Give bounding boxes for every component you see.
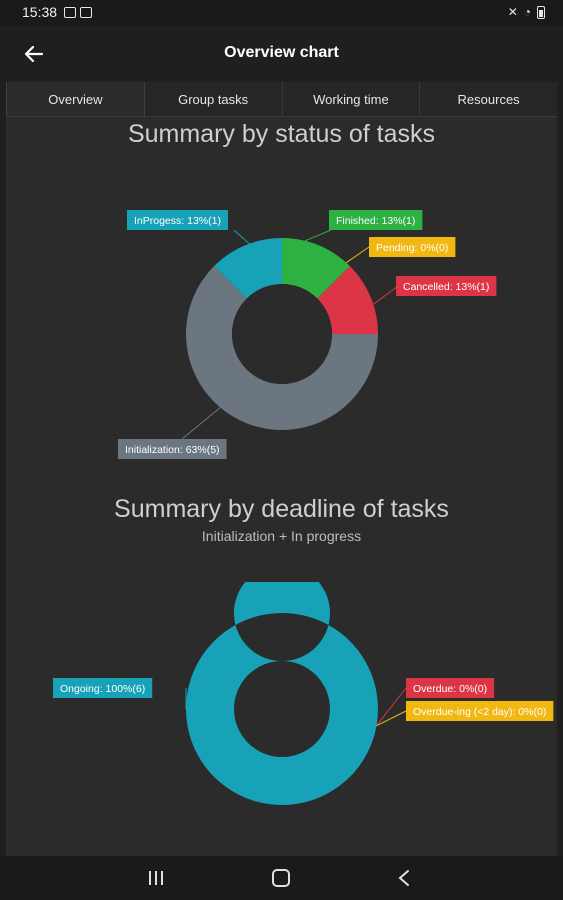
system-icons: ✕ ◔ — [508, 5, 545, 19]
wifi-icon: ◔ — [523, 5, 531, 19]
battery-icon — [537, 5, 545, 19]
status-donut-chart: Finished: 13%(1) Pending: 0%(0) Cancelled:… — [118, 210, 497, 459]
mute-icon: ✕ — [507, 5, 518, 19]
home-icon[interactable] — [270, 866, 292, 890]
tab-overview[interactable]: Overview — [6, 82, 145, 116]
status-chart-title: Summary by status of tasks — [127, 120, 436, 148]
slice-label: Finished: 13%(1) — [329, 210, 423, 230]
svg-text:Finished: 13%(1): Finished: 13%(1) — [336, 215, 415, 227]
donut-hole — [234, 661, 330, 757]
leader-line — [305, 229, 332, 242]
image-icon — [64, 7, 76, 18]
status-time: 15:38 — [22, 4, 58, 20]
donut-slice — [317, 266, 378, 334]
donut-hole — [232, 284, 332, 384]
tab-working-time[interactable]: Working time — [282, 82, 421, 116]
svg-text:InProgess: 13%(1): InProgess: 13%(1) — [134, 215, 221, 227]
slice-label: Initialization: 63%(5) — [118, 439, 227, 459]
leader-line — [373, 285, 399, 305]
leader-line — [345, 246, 370, 264]
donut-slice — [282, 238, 350, 299]
leader-line — [376, 710, 407, 727]
page-title: Overview chart — [224, 44, 339, 61]
notification-icons — [64, 7, 92, 18]
app-notification-icon — [80, 7, 92, 18]
tab-bar: Overview Group tasks Working time Resour… — [6, 82, 557, 117]
slice-label: Cancelled: 13%(1) — [396, 276, 497, 296]
tab-resources[interactable]: Resources — [420, 82, 557, 116]
status-bar: 15:38 ✕ ◔ — [0, 0, 563, 26]
svg-text:Pending: 0%(0): Pending: 0%(0) — [376, 242, 448, 254]
svg-text:Initialization: 63%(5): Initialization: 63%(5) — [125, 444, 220, 456]
slice-label: Pending: 0%(0) — [369, 237, 456, 257]
nav-back-icon[interactable] — [394, 866, 414, 890]
svg-text:Overdue: 0%(0): Overdue: 0%(0) — [413, 683, 487, 695]
svg-text:Ongoing: 100%(6): Ongoing: 100%(6) — [60, 683, 145, 695]
leader-line — [233, 229, 250, 245]
slice-label: Ongoing: 100%(6) — [53, 678, 153, 698]
tab-group-tasks[interactable]: Group tasks — [144, 82, 283, 116]
system-nav-bar — [0, 856, 563, 900]
svg-text:Cancelled: 13%(1): Cancelled: 13%(1) — [403, 281, 489, 293]
slice-label: Overdue: 0%(0) — [406, 678, 495, 698]
donut-slice — [185, 266, 378, 431]
deadline-chart-title: Summary by deadline of tasks — [114, 495, 449, 523]
leader-line — [181, 407, 221, 440]
arrow-left-icon[interactable] — [18, 38, 50, 70]
donut-slice — [214, 238, 282, 299]
slice-label: InProgess: 13%(1) — [127, 210, 228, 230]
recents-icon[interactable] — [146, 866, 166, 890]
deadline-donut-chart: Overdue: 0%(0) Overdue-ing (<2 day): 0%(0… — [53, 582, 554, 805]
svg-text:Overdue-ing (<2 day): 0%(0): Overdue-ing (<2 day): 0%(0) — [413, 706, 546, 718]
content-panel: Overview Group tasks Working time Resour… — [6, 82, 557, 856]
leader-line — [376, 687, 407, 726]
app-bar: Overview chart — [0, 26, 563, 82]
deadline-chart-subtitle: Initialization + In progress — [201, 528, 362, 544]
slice-label: Overdue-ing (<2 day): 0%(0) — [406, 701, 554, 721]
